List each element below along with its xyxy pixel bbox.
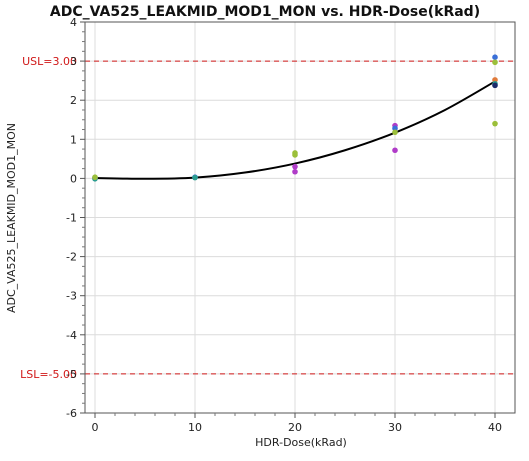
x-tick-label: 40 — [488, 421, 502, 434]
data-points — [92, 54, 498, 182]
data-point — [492, 77, 498, 83]
y-tick-label: -2 — [66, 251, 77, 264]
chart-title: ADC_VA525_LEAKMID_MOD1_MON vs. HDR-Dose(… — [50, 4, 480, 20]
y-axis-label: ADC_VA525_LEAKMID_MOD1_MON — [5, 123, 18, 313]
x-tick-label: 20 — [288, 421, 302, 434]
data-point — [292, 163, 298, 170]
data-point — [492, 59, 498, 66]
y-tick-label: -4 — [66, 329, 77, 342]
spec-limit-label: LSL=-5.00 — [20, 368, 77, 381]
y-tick-label: 4 — [70, 16, 77, 29]
y-tick-label: -3 — [66, 290, 77, 303]
x-axis-label: HDR-Dose(kRad) — [255, 436, 347, 449]
x-tick-label: 0 — [92, 421, 99, 434]
y-tick-label: 0 — [70, 172, 77, 185]
y-tick-label: -1 — [66, 212, 77, 225]
data-point — [492, 54, 498, 60]
spec-limit-label: USL=3.00 — [22, 55, 77, 68]
data-point — [292, 168, 298, 175]
y-tick-label: 1 — [70, 133, 77, 146]
x-tick-label: 10 — [188, 421, 202, 434]
fit-curve — [94, 80, 496, 180]
data-point — [192, 174, 198, 181]
data-point — [392, 129, 398, 136]
data-point — [392, 147, 398, 154]
y-tick-label: 2 — [70, 94, 77, 107]
data-point — [492, 120, 498, 127]
y-tick-label: 3 — [70, 55, 77, 68]
y-tick-label: -6 — [66, 407, 77, 420]
data-point — [492, 82, 498, 89]
data-point — [392, 125, 398, 132]
fit-curve-layer — [94, 80, 496, 180]
data-point — [292, 152, 298, 158]
grid — [85, 21, 515, 414]
reference-lines: USL=3.00 LSL=-5.00 — [20, 55, 515, 381]
y-tick-label: -5 — [66, 368, 77, 381]
x-tick-label: 30 — [388, 421, 402, 434]
data-point — [92, 174, 98, 181]
